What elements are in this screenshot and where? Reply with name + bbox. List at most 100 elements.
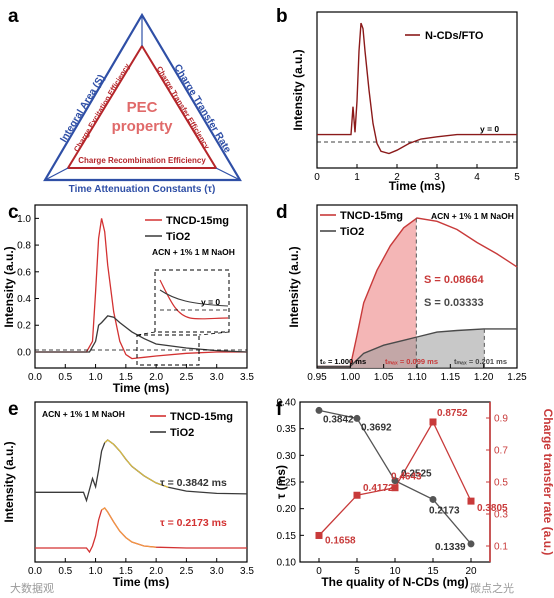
panel-c-ylabel: Intensity (a.u.) bbox=[2, 246, 16, 327]
panel-f-ylabel: τ (ms) bbox=[274, 465, 288, 499]
panel-f-left-ytick-label: 0.40 bbox=[277, 398, 297, 409]
panel-d-ylabel: Intensity (a.u.) bbox=[287, 246, 301, 327]
panel-f-tau-point bbox=[353, 414, 361, 422]
panel-f-rate-label: 0.4643 bbox=[391, 472, 422, 483]
panel-d-t0: t₀ = 1.000 ms bbox=[320, 357, 366, 366]
panel-c-zoom-box bbox=[136, 334, 200, 366]
panel-f-rate-point bbox=[467, 497, 475, 505]
panel-d-tmax-tio2: tₘₐₓ = 0.201 ms bbox=[454, 357, 507, 366]
panel-e-legend-tncd: TNCD-15mg bbox=[170, 411, 233, 423]
panel-c-inset-connector-right bbox=[198, 331, 230, 336]
panel-c-legend-tio2: TiO2 bbox=[166, 231, 190, 243]
panel-d-condition: ACN + 1% 1 M NaOH bbox=[431, 211, 514, 221]
panel-f-rate-label: 0.4172 bbox=[363, 483, 394, 494]
panel-d-legend-tio2: TiO2 bbox=[340, 226, 364, 238]
panel-d-s-tio2: S = 0.03333 bbox=[424, 297, 484, 309]
panel-b-xtick-label: 5 bbox=[514, 172, 520, 183]
panel-e-x-ticks: 0.0 0.5 1.0 1.5 2.0 2.5 3.0 3.5 bbox=[28, 558, 254, 577]
panel-c-xlabel: Time (ms) bbox=[113, 381, 169, 395]
panel-e-xtick-label: 3.0 bbox=[210, 566, 224, 577]
panel-e-condition: ACN + 1% 1 M NaOH bbox=[42, 409, 125, 419]
panel-b-xtick-label: 0 bbox=[314, 172, 320, 183]
pec-label-2: property bbox=[112, 118, 174, 135]
panel-f-xtick-label: 20 bbox=[465, 566, 477, 577]
panel-d-xtick-label: 0.95 bbox=[307, 372, 327, 383]
panel-e-tau-tio2: τ = 0.3842 ms bbox=[160, 477, 227, 489]
panel-d-xtick-label: 1.15 bbox=[441, 372, 461, 383]
panel-f-right-ytick-label: 0.5 bbox=[494, 478, 508, 489]
panel-e-tau-tncd: τ = 0.2173 ms bbox=[160, 517, 227, 529]
panel-f-xlabel: The quality of N-CDs (mg) bbox=[321, 575, 468, 589]
panel-f-xtick-label: 10 bbox=[389, 566, 401, 577]
inner-triangle bbox=[66, 44, 218, 169]
panel-a: a PEC property Integral Area (S) Charge … bbox=[8, 6, 242, 195]
panel-d-series-tncd bbox=[317, 217, 518, 368]
panel-d-xtick-label: 1.10 bbox=[407, 372, 427, 383]
panel-f-xtick-label: 15 bbox=[427, 566, 439, 577]
panel-f-right-ytick-label: 0.1 bbox=[494, 542, 508, 553]
panel-b-ylabel: Intensity (a.u.) bbox=[291, 49, 305, 130]
panel-f-tau-point bbox=[315, 406, 323, 414]
panel-b-zero-annotation: y = 0 bbox=[480, 124, 499, 134]
panel-e-frame bbox=[34, 401, 248, 563]
panel-d-xtick-label: 1.20 bbox=[474, 372, 494, 383]
panel-d-xtick-label: 1.05 bbox=[374, 372, 394, 383]
watermark-left: 大数据观 bbox=[10, 581, 54, 595]
panel-f-rate-label: 0.3805 bbox=[477, 503, 508, 514]
panel-b-legend-label: N-CDs/FTO bbox=[425, 30, 484, 42]
panel-f-right-ytick-label: 0.3 bbox=[494, 510, 508, 521]
inner-bottom-label: Charge Recombination Efficiency bbox=[78, 156, 206, 165]
panel-c-ytick-label: 0.0 bbox=[17, 347, 31, 358]
panel-f-right-ytick-label: 0.7 bbox=[494, 446, 508, 457]
panel-c-xtick-label: 1.0 bbox=[89, 372, 103, 383]
panel-f-ylabel-right: Charge transfer rate (a.u.) bbox=[541, 409, 554, 556]
panel-d-xtick-label: 1.00 bbox=[341, 372, 361, 383]
panel-c-ytick-label: 0.2 bbox=[17, 321, 31, 332]
panel-b-series-line bbox=[317, 22, 517, 155]
panel-c-ytick-label: 0.4 bbox=[17, 294, 31, 305]
panel-d-x-ticks: 0.95 1.00 1.05 1.10 1.15 1.20 1.25 bbox=[307, 364, 527, 383]
panel-e-xlabel: Time (ms) bbox=[113, 575, 169, 589]
panel-f-left-ytick-label: 0.35 bbox=[277, 424, 297, 435]
panel-e-legend-tio2: TiO2 bbox=[170, 427, 194, 439]
panel-f-rate-point bbox=[391, 484, 399, 492]
panel-f-xtick-label: 5 bbox=[354, 566, 360, 577]
panel-d-series-tio2 bbox=[317, 328, 517, 368]
panel-f: f 0 5 10 15 20 0.10 0.15 0.20 0.25 0.30 0.35 0.40 0.… bbox=[274, 398, 554, 590]
panel-f-tau-label: 0.2173 bbox=[429, 505, 460, 516]
panel-b-xlabel: Time (ms) bbox=[389, 179, 445, 193]
panel-f-left-ytick-label: 0.30 bbox=[277, 451, 297, 462]
outer-bottom-label: Time Attenuation Constants (τ) bbox=[69, 184, 216, 195]
panel-c-legend-tncd: TNCD-15mg bbox=[166, 215, 229, 227]
panel-e-fit-tio2 bbox=[104, 439, 169, 488]
panel-f-ticks: 0 5 10 15 200.100.150.200.250.300.350.400.10… bbox=[277, 398, 509, 578]
panel-d-area-tio2 bbox=[350, 328, 485, 368]
panel-f-tau-point bbox=[429, 495, 437, 503]
panel-a-letter: a bbox=[8, 6, 19, 27]
panel-f-xtick-label: 0 bbox=[316, 566, 322, 577]
panel-e-xtick-label: 2.5 bbox=[179, 566, 193, 577]
panel-c-inset-annotation: y = 0 bbox=[201, 297, 220, 307]
corner-line-left bbox=[44, 167, 69, 181]
panel-f-tau-label: 0.3842 bbox=[323, 414, 354, 425]
panel-c-letter: c bbox=[8, 202, 19, 223]
panel-e-letter: e bbox=[8, 399, 19, 420]
panel-f-rate-point bbox=[353, 491, 361, 499]
panel-e-xtick-label: 0.0 bbox=[28, 566, 42, 577]
panel-e: e 0.0 0.5 1.0 1.5 2.0 2.5 3.0 3.5 ACN + 1% 1 M … bbox=[2, 399, 254, 589]
panel-b-letter: b bbox=[276, 6, 288, 27]
pec-label-1: PEC bbox=[127, 99, 158, 116]
panel-f-rate-label: 0.8752 bbox=[437, 408, 468, 419]
panel-c-series-tio2 bbox=[35, 315, 248, 353]
panel-c-ytick-label: 1.0 bbox=[17, 214, 31, 225]
panel-f-tau-label: 0.1339 bbox=[435, 542, 466, 553]
watermark-right: 碳点之光 bbox=[470, 581, 514, 595]
panel-e-xtick-label: 3.5 bbox=[240, 566, 254, 577]
panel-e-ylabel: Intensity (a.u.) bbox=[2, 441, 16, 522]
panel-e-fit-tncd bbox=[101, 507, 157, 548]
outer-triangle bbox=[43, 12, 242, 182]
panel-f-rate-point bbox=[429, 418, 437, 426]
panel-d-area-tncd bbox=[350, 218, 417, 368]
panel-f-tau-point bbox=[467, 540, 475, 548]
